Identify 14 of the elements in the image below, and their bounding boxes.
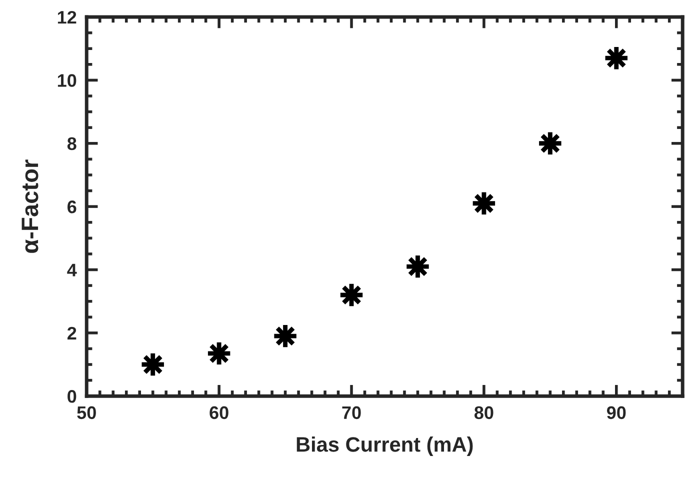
y-tick-label: 6: [68, 200, 76, 214]
y-tick-label: 10: [58, 74, 76, 87]
y-tick-label: 4: [67, 264, 77, 276]
x-tick-label: 50: [77, 406, 96, 420]
x-tick-label: 80: [474, 406, 494, 420]
x-tick-label: 70: [342, 406, 361, 420]
x-tick-label: 90: [606, 406, 626, 420]
y-tick-label: 12: [58, 10, 76, 24]
y-tick-label: 2: [67, 326, 76, 340]
x-tick-label: 60: [210, 406, 228, 420]
y-tick-label: 8: [67, 137, 76, 150]
y-tick-label: 0: [68, 390, 76, 403]
x-axis-title: Bias Current (mA): [296, 436, 473, 456]
y-axis-title: α-Factor: [22, 160, 38, 253]
